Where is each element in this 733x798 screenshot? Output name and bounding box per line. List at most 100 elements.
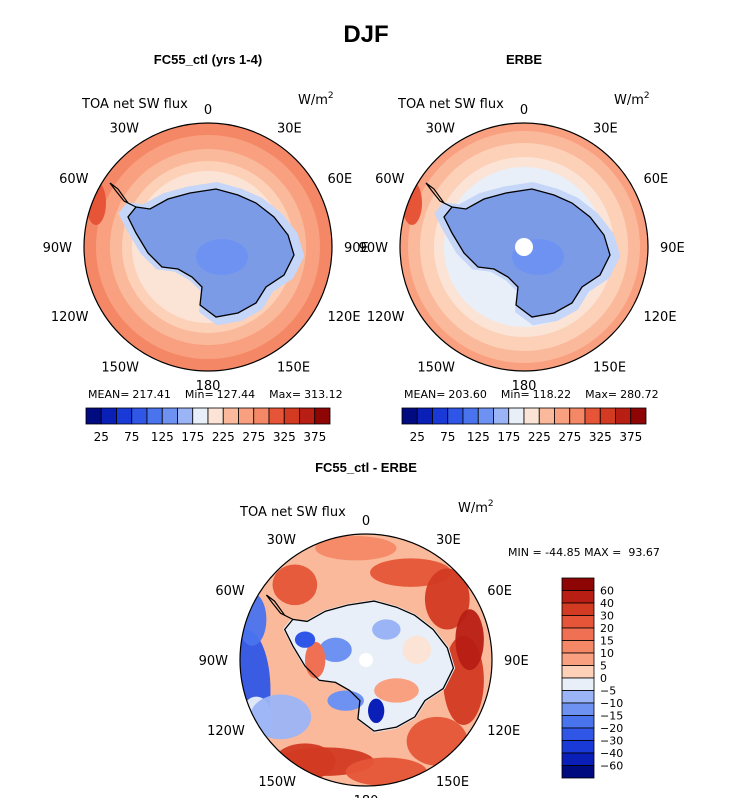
colorbar-cell-fc55-13 [283, 407, 300, 425]
colorbar-tick-fc55-0: 25 [94, 430, 109, 444]
lon-label-fc55-6: 180 [196, 379, 221, 394]
stat-mean-erbe: 203.60 [448, 388, 487, 401]
colorbar-tick-erbe-5: 275 [558, 430, 581, 444]
stat-min-erbe: 118.22 [533, 388, 572, 401]
colorbar-cell-fc55-11 [253, 407, 270, 425]
colorbar-tick-fc55-3: 175 [181, 430, 204, 444]
diff-inland-7 [294, 631, 316, 648]
colorbar-cell-erbe-10 [554, 407, 571, 425]
field-label-diff: TOA net SW flux [239, 505, 346, 520]
colorbar-cell-fc55-4 [146, 407, 163, 425]
panel-erbe: ERBE TOA net SW flux W/m2 0 30E 60E 90E 120E… [359, 52, 685, 444]
diff-inland-3 [374, 678, 419, 703]
stats-fc55: MEAN= 217.41 Min= 127.44 Max= 313.12 [88, 388, 343, 401]
colorbar-cell-erbe-13 [599, 407, 616, 425]
page-title: DJF [343, 21, 388, 48]
stat-min-fc55: 127.44 [217, 388, 256, 401]
colorbar-cell-fc55-5 [161, 407, 178, 425]
polar-map-fc55 [83, 122, 333, 372]
polar-map-diff [239, 533, 493, 787]
lon-label-fc55-11: 30W [110, 122, 140, 137]
units-sup-fc55: 2 [328, 91, 334, 101]
colorbar-tick-fc55-6: 325 [273, 430, 296, 444]
lon-label-diff-2: 60E [487, 584, 512, 599]
stat-mean-label-fc55: MEAN= [88, 388, 129, 401]
panel-diff: FC55_ctl - ERBE TOA net SW flux W/m2 MIN… [199, 460, 660, 798]
lon-label-erbe-2: 60E [644, 172, 669, 187]
lon-label-erbe-11: 30W [426, 122, 456, 137]
lon-label-diff-7: 150W [258, 775, 296, 790]
colorbar-label-diff-14: −60 [600, 760, 623, 773]
colorbar-label-diff-0: 60 [600, 585, 614, 598]
lon-label-erbe-0: 0 [520, 103, 528, 118]
longitude-labels-fc55: 0 30E 60E 90E 120E 150E 180 150W 120W 90W 60W 30W [43, 103, 369, 394]
colorbar-tick-erbe-4: 225 [528, 430, 551, 444]
lon-label-diff-10: 60W [215, 584, 245, 599]
lon-label-diff-6: 180 [354, 794, 379, 798]
diff-anomaly-9 [345, 757, 427, 786]
lon-label-diff-11: 30W [267, 533, 297, 548]
colorbar-label-diff-11: −20 [600, 722, 623, 735]
diff-anomaly-10 [272, 564, 318, 606]
stat-min-label-fc55: Min= [185, 388, 214, 401]
colorbar-cell-diff-2 [561, 602, 595, 616]
colorbar-cell-erbe-14 [615, 407, 632, 425]
colorbar-cell-erbe-15 [630, 407, 647, 425]
colorbar-label-diff-9: −10 [600, 697, 623, 710]
stat-mean-label-erbe: MEAN= [404, 388, 445, 401]
units-erbe: W/m2 [614, 91, 650, 108]
stat-min-label-erbe: Min= [501, 388, 530, 401]
colorbar-cell-diff-0 [561, 577, 595, 591]
lon-label-erbe-4: 120E [644, 310, 677, 325]
colorbar-label-diff-13: −40 [600, 747, 623, 760]
colorbar-cell-erbe-11 [569, 407, 586, 425]
colorbar-label-diff-3: 20 [600, 622, 614, 635]
pole-hole-diff [359, 653, 373, 667]
colorbar-cell-erbe-7 [508, 407, 525, 425]
colorbar-tick-erbe-6: 325 [589, 430, 612, 444]
map-fill-diff [240, 534, 492, 786]
stats-erbe: MEAN= 203.60 Min= 118.22 Max= 280.72 [404, 388, 659, 401]
panel-title-fc55: FC55_ctl (yrs 1-4) [154, 52, 262, 67]
stat-max-erbe: 280.72 [620, 388, 659, 401]
lon-label-erbe-7: 150W [417, 361, 455, 376]
panel-fc55: FC55_ctl (yrs 1-4) TOA net SW flux W/m2 … [43, 52, 369, 444]
diff-anomaly-13 [455, 609, 484, 671]
colorbar-tick-erbe-1: 75 [440, 430, 455, 444]
colorbar-label-diff-6: 5 [600, 660, 607, 673]
units-sup-erbe: 2 [644, 91, 650, 101]
colorbar-cell-fc55-12 [268, 407, 285, 425]
colorbar-tick-fc55-2: 125 [151, 430, 174, 444]
colorbar-cell-erbe-12 [584, 407, 601, 425]
units-fc55: W/m2 [298, 91, 334, 108]
diff-anomaly-7 [406, 716, 468, 766]
lon-label-fc55-5: 150E [277, 361, 310, 376]
stats-diff: MIN = -44.85 MAX = 93.67 [508, 546, 660, 559]
colorbar-cell-fc55-2 [116, 407, 133, 425]
peninsula-fc55 [109, 182, 137, 208]
colorbar-cell-erbe-6 [493, 407, 510, 425]
colorbar-cell-erbe-9 [538, 407, 555, 425]
lon-label-diff-1: 30E [436, 533, 461, 548]
colorbar-cell-fc55-7 [192, 407, 209, 425]
stat-max-label-erbe: Max= [585, 388, 617, 401]
colorbar-cell-diff-10 [561, 702, 595, 716]
colorbar-tick-fc55-7: 375 [303, 430, 326, 444]
hotspot-fc55 [86, 181, 106, 225]
diff-inland-0 [319, 637, 352, 663]
lon-label-erbe-3: 90E [660, 241, 685, 256]
lon-label-fc55-7: 150W [101, 361, 139, 376]
colorbar-cell-diff-11 [561, 715, 595, 729]
lon-label-erbe-9: 90W [359, 241, 389, 256]
lon-label-fc55-10: 60W [59, 172, 89, 187]
diff-inland-4 [305, 641, 326, 679]
diff-inland-1 [372, 619, 401, 640]
colorbar-tick-erbe-2: 125 [467, 430, 490, 444]
units-diff: W/m2 [458, 499, 494, 516]
diff-anomaly-5 [424, 568, 470, 630]
peninsula-diff [265, 594, 294, 620]
colorbar-cell-fc55-1 [100, 407, 117, 425]
colorbar-label-diff-12: −30 [600, 735, 623, 748]
colorbar-tick-erbe-0: 25 [410, 430, 425, 444]
